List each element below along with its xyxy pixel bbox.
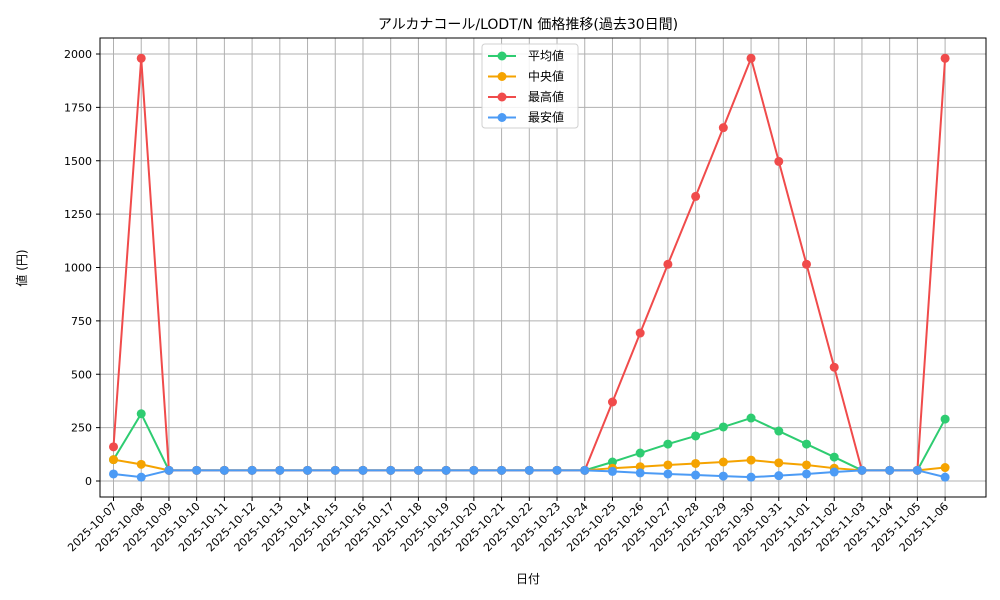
data-point bbox=[607, 397, 617, 407]
y-tick-label: 750 bbox=[71, 315, 92, 328]
x-axis-label: 日付 bbox=[516, 572, 540, 586]
data-point bbox=[718, 123, 728, 133]
y-tick-label: 500 bbox=[71, 368, 92, 381]
y-tick-label: 2000 bbox=[64, 48, 92, 61]
data-point bbox=[303, 465, 313, 475]
legend-label: 最安値 bbox=[528, 110, 564, 125]
data-point bbox=[109, 469, 118, 479]
data-point bbox=[857, 465, 867, 475]
data-point bbox=[192, 465, 202, 475]
data-point bbox=[718, 457, 728, 467]
data-point bbox=[635, 328, 645, 338]
data-point bbox=[940, 472, 950, 482]
data-point bbox=[413, 465, 423, 475]
data-point bbox=[663, 460, 673, 470]
y-tick-label: 1000 bbox=[64, 262, 92, 275]
data-point bbox=[109, 455, 118, 465]
data-point bbox=[524, 465, 534, 475]
data-point bbox=[940, 53, 950, 63]
y-tick-label: 1250 bbox=[64, 208, 92, 221]
data-point bbox=[746, 413, 756, 423]
data-point bbox=[774, 156, 784, 166]
data-point bbox=[940, 463, 950, 473]
legend-marker bbox=[497, 72, 507, 81]
data-point bbox=[746, 472, 756, 482]
data-point bbox=[774, 458, 784, 468]
legend-marker bbox=[497, 92, 507, 102]
data-point bbox=[718, 471, 728, 481]
data-point bbox=[247, 465, 257, 475]
legend-label: 平均値 bbox=[528, 48, 564, 63]
data-point bbox=[802, 469, 811, 479]
legend-marker bbox=[497, 113, 507, 122]
data-point bbox=[691, 431, 701, 441]
data-point bbox=[802, 259, 811, 269]
data-point bbox=[635, 468, 645, 478]
data-point bbox=[691, 191, 701, 201]
data-point bbox=[691, 470, 701, 480]
data-point bbox=[774, 426, 784, 436]
data-point bbox=[552, 465, 562, 475]
data-point bbox=[607, 457, 617, 467]
grid-lines bbox=[100, 38, 986, 497]
legend-label: 最高値 bbox=[528, 89, 564, 104]
y-tick-label: 1500 bbox=[64, 155, 92, 168]
data-point bbox=[802, 439, 811, 449]
data-point bbox=[386, 465, 396, 475]
data-point bbox=[497, 465, 507, 475]
data-point bbox=[940, 414, 950, 424]
data-point bbox=[607, 466, 617, 476]
data-point bbox=[635, 448, 645, 458]
series-lines bbox=[109, 53, 950, 482]
chart-title: アルカナコール/LODT/N 価格推移(過去30日間) bbox=[378, 17, 678, 33]
data-point bbox=[136, 409, 146, 419]
data-point bbox=[330, 465, 340, 475]
data-point bbox=[885, 465, 895, 475]
data-point bbox=[580, 465, 590, 475]
data-point bbox=[663, 259, 673, 269]
legend-label: 中央値 bbox=[528, 69, 564, 84]
legend-marker bbox=[497, 51, 507, 61]
data-point bbox=[635, 462, 645, 472]
data-point bbox=[829, 467, 839, 477]
data-point bbox=[829, 362, 839, 372]
data-point bbox=[164, 465, 174, 475]
data-point bbox=[774, 471, 784, 481]
y-axis: 0 250 500 750 1000 1250 1500 1750 2000 bbox=[64, 48, 100, 488]
data-point bbox=[109, 442, 118, 452]
data-point bbox=[136, 459, 146, 469]
data-point bbox=[802, 460, 811, 470]
data-point bbox=[829, 452, 839, 462]
data-point bbox=[469, 465, 479, 475]
y-tick-label: 250 bbox=[71, 422, 92, 435]
data-point bbox=[441, 465, 451, 475]
y-axis-label: 値 (円) bbox=[14, 249, 29, 286]
data-point bbox=[746, 455, 756, 465]
data-point bbox=[136, 53, 146, 63]
x-axis: 2025-10-072025-10-082025-10-092025-10-10… bbox=[65, 497, 951, 554]
data-point bbox=[219, 465, 229, 475]
data-point bbox=[746, 53, 756, 63]
data-point bbox=[275, 465, 285, 475]
data-point bbox=[912, 465, 922, 475]
data-point bbox=[136, 472, 146, 482]
data-point bbox=[691, 458, 701, 468]
data-point bbox=[663, 439, 673, 449]
y-tick-label: 0 bbox=[85, 475, 92, 488]
data-point bbox=[663, 469, 673, 479]
series-3 bbox=[109, 465, 950, 482]
legend-box bbox=[481, 43, 579, 129]
data-point bbox=[718, 422, 728, 432]
y-tick-label: 1750 bbox=[64, 101, 92, 114]
data-point bbox=[358, 465, 368, 475]
